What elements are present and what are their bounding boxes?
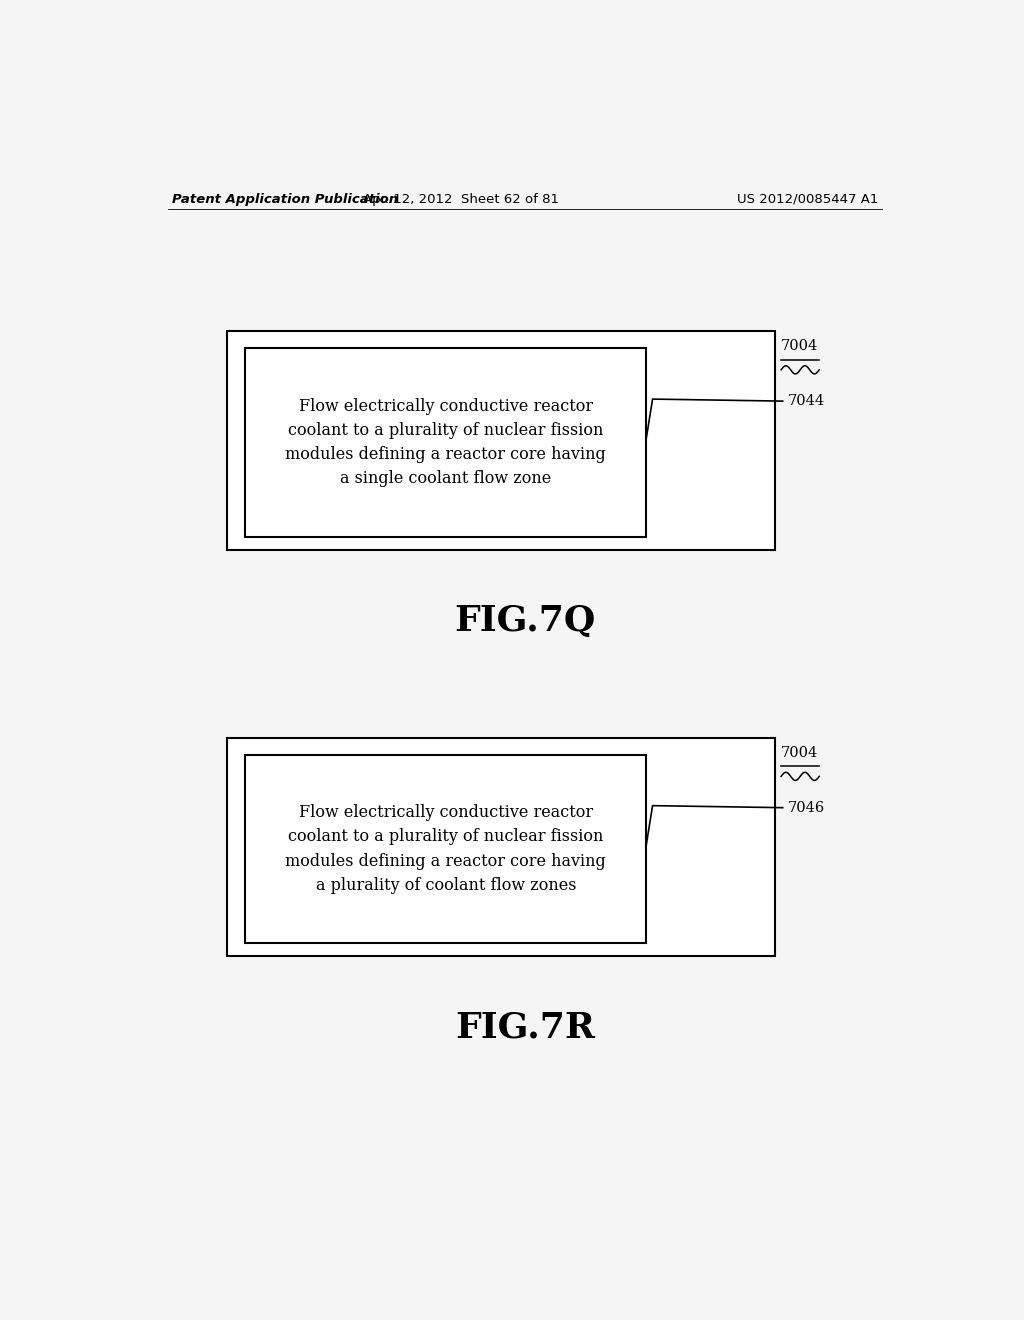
Bar — [246, 755, 646, 942]
Text: Patent Application Publication: Patent Application Publication — [172, 193, 397, 206]
Text: US 2012/0085447 A1: US 2012/0085447 A1 — [736, 193, 878, 206]
Text: Flow electrically conductive reactor
coolant to a plurality of nuclear fission
m: Flow electrically conductive reactor coo… — [286, 397, 606, 487]
Text: 7046: 7046 — [787, 801, 824, 814]
Bar — [227, 331, 775, 549]
Text: Flow electrically conductive reactor
coolant to a plurality of nuclear fission
m: Flow electrically conductive reactor coo… — [286, 804, 606, 894]
Text: 7004: 7004 — [781, 746, 818, 760]
Text: Apr. 12, 2012  Sheet 62 of 81: Apr. 12, 2012 Sheet 62 of 81 — [364, 193, 559, 206]
Text: 7044: 7044 — [787, 395, 824, 408]
Text: FIG.7R: FIG.7R — [455, 1010, 595, 1044]
Bar — [246, 348, 646, 536]
Bar — [227, 738, 775, 956]
Text: 7004: 7004 — [781, 339, 818, 354]
Text: FIG.7Q: FIG.7Q — [455, 603, 595, 638]
